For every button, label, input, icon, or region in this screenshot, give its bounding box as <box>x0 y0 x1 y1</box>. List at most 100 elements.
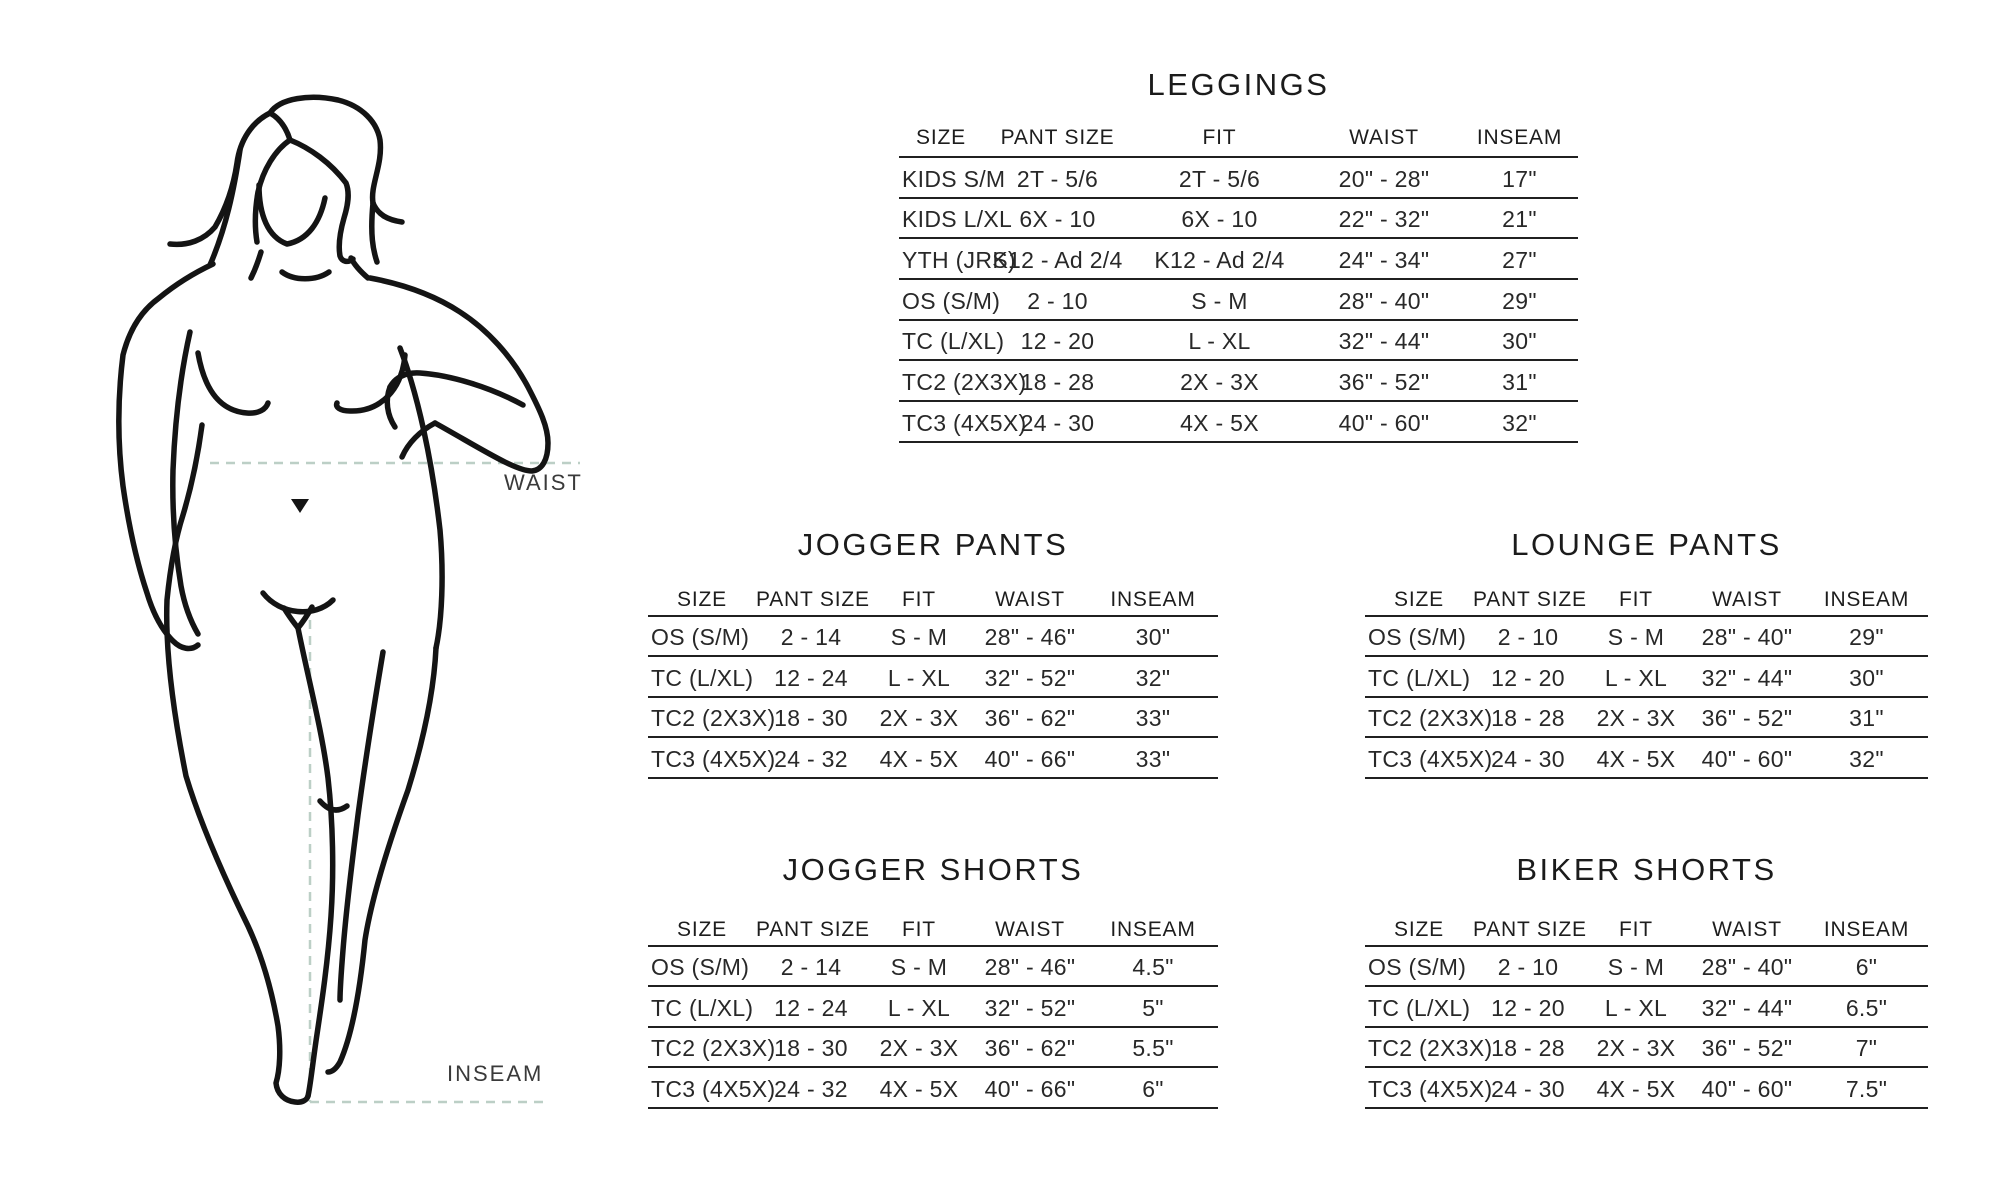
size-cell: OS (S/M) <box>1368 954 1467 981</box>
col-header-fit: FIT <box>902 588 936 611</box>
table-row: TC2 (2X3X) 18 - 28 2X - 3X 36" - 52" 31" <box>1365 698 1928 739</box>
inseam-cell: 30" <box>1849 664 1884 691</box>
jogger-shorts-header-row: SIZE PANT SIZE FIT WAIST INSEAM <box>648 918 1218 947</box>
pant-size-cell: K12 - Ad 2/4 <box>992 247 1123 274</box>
pant-size-cell: 12 - 24 <box>774 664 848 691</box>
inseam-cell: 32" <box>1502 409 1537 436</box>
pant-size-cell: 12 - 20 <box>1020 328 1095 355</box>
size-cell: TC (L/XL) <box>651 664 754 691</box>
waist-cell: 28" - 46" <box>984 624 1076 651</box>
table-row: TC (L/XL) 12 - 24 L - XL 32" - 52" 5" <box>648 987 1218 1028</box>
table-row: TC3 (4X5X) 24 - 30 4X - 5X 40" - 60" 32" <box>1365 738 1928 779</box>
fit-cell: 4X - 5X <box>1596 1075 1676 1102</box>
size-cell: TC (L/XL) <box>902 328 1005 355</box>
jogger-pants-table-title: JOGGER PANTS <box>797 527 1069 562</box>
torso-left-front-leg-path <box>163 422 311 1105</box>
leggings-header-row: SIZE PANT SIZE FIT WAIST INSEAM <box>899 126 1578 158</box>
waist-cell: 32" - 44" <box>1701 664 1793 691</box>
waist-cell: 40" - 66" <box>984 1075 1076 1102</box>
fit-cell: 2X - 3X <box>1180 369 1259 396</box>
table-row: TC2 (2X3X) 18 - 28 2X - 3X 36" - 52" 31" <box>899 361 1578 403</box>
pant-size-cell: 24 - 30 <box>1491 745 1565 772</box>
table-row: TC2 (2X3X) 18 - 30 2X - 3X 36" - 62" 33" <box>648 698 1218 739</box>
navel-icon <box>291 499 309 513</box>
torso-right-hip-path <box>397 345 445 651</box>
neck-right-path <box>348 255 371 281</box>
fit-cell: S - M <box>890 954 948 981</box>
measurement-guides <box>210 461 580 1104</box>
inseam-cell: 31" <box>1849 705 1884 732</box>
table-row: OS (S/M) 2 - 14 S - M 28" - 46" 4.5" <box>648 947 1218 988</box>
size-cell: TC2 (2X3X) <box>1368 1035 1493 1062</box>
inseam-cell: 6" <box>1142 1075 1164 1102</box>
inseam-cell: 33" <box>1135 745 1171 772</box>
lounge-pants-header-row: SIZE PANT SIZE FIT WAIST INSEAM <box>1365 588 1928 617</box>
pant-size-cell: 24 - 32 <box>774 1075 848 1102</box>
inseam-cell: 27" <box>1502 247 1537 274</box>
col-header-pant-size: PANT SIZE <box>1473 588 1587 611</box>
pant-size-cell: 6X - 10 <box>1019 206 1096 233</box>
fit-cell: 4X - 5X <box>1180 409 1259 436</box>
hair-fringe-right-path <box>287 137 356 265</box>
waist-cell: 32" - 52" <box>984 664 1076 691</box>
inseam-cell: 4.5" <box>1132 954 1174 981</box>
jogger-shorts-table-title: JOGGER SHORTS <box>782 852 1084 887</box>
fit-cell: 6X - 10 <box>1181 206 1258 233</box>
knee-curve-path <box>317 798 350 813</box>
col-header-inseam: INSEAM <box>1823 588 1910 611</box>
jogger-pants-header-row: SIZE PANT SIZE FIT WAIST INSEAM <box>648 588 1218 617</box>
col-header-pant-size: PANT SIZE <box>1000 126 1115 149</box>
collarbone-path <box>279 269 332 282</box>
inseam-cell: 29" <box>1502 287 1537 314</box>
waist-cell: 20" - 28" <box>1338 165 1430 192</box>
col-header-fit: FIT <box>1202 126 1237 149</box>
pant-size-cell: 2 - 10 <box>1497 954 1559 981</box>
col-header-waist: WAIST <box>1712 588 1782 611</box>
waist-measure-label: WAIST <box>504 470 583 495</box>
pant-size-cell: 18 - 30 <box>774 1035 848 1062</box>
inseam-measure-label: INSEAM <box>447 1061 544 1086</box>
fit-cell: 4X - 5X <box>879 745 959 772</box>
col-header-inseam: INSEAM <box>1110 918 1196 941</box>
col-header-inseam: INSEAM <box>1823 918 1910 941</box>
inseam-cell: 31" <box>1502 369 1537 396</box>
col-header-pant-size: PANT SIZE <box>756 588 870 611</box>
inseam-cell: 29" <box>1849 624 1884 651</box>
back-leg-outer-path <box>325 645 439 1075</box>
table-row: TC3 (4X5X) 24 - 30 4X - 5X 40" - 60" 32" <box>899 402 1578 443</box>
size-cell: TC (L/XL) <box>1368 664 1471 691</box>
fit-cell: 2X - 3X <box>1596 705 1676 732</box>
size-cell: OS (S/M) <box>651 954 750 981</box>
right-hand-fingers-path <box>384 384 398 430</box>
col-header-waist: WAIST <box>1712 918 1782 941</box>
waist-cell: 40" - 60" <box>1701 1075 1793 1102</box>
waist-cell: 36" - 52" <box>1701 705 1793 732</box>
size-cell: TC3 (4X5X) <box>1368 745 1493 772</box>
hair-right-flick-path <box>370 200 405 225</box>
table-row: OS (S/M) 2 - 14 S - M 28" - 46" 30" <box>648 617 1218 658</box>
col-header-pant-size: PANT SIZE <box>756 918 870 941</box>
pant-size-cell: 18 - 28 <box>1020 369 1095 396</box>
inseam-cell: 30" <box>1135 624 1171 651</box>
waist-cell: 28" - 40" <box>1338 287 1430 314</box>
right-hand-edge-path <box>399 420 438 460</box>
size-cell: TC (L/XL) <box>1368 994 1471 1021</box>
col-header-size: SIZE <box>677 588 727 611</box>
body-measurement-figure <box>80 75 590 1135</box>
fit-cell: L - XL <box>1188 328 1251 355</box>
pant-size-cell: 2T - 5/6 <box>1016 165 1099 192</box>
size-cell: OS (S/M) <box>651 624 750 651</box>
left-shoulder-arm-path <box>116 261 216 652</box>
biker-shorts-table-title: BIKER SHORTS <box>1516 852 1777 887</box>
table-row: TC (L/XL) 12 - 20 L - XL 32" - 44" 6.5" <box>1365 987 1928 1028</box>
inseam-cell: 7" <box>1855 1035 1878 1062</box>
pant-size-cell: 12 - 20 <box>1491 994 1565 1021</box>
pant-size-cell: 2 - 14 <box>780 954 842 981</box>
inseam-cell: 32" <box>1135 664 1171 691</box>
fit-cell: L - XL <box>887 994 951 1021</box>
inseam-cell: 33" <box>1135 705 1171 732</box>
size-cell: TC3 (4X5X) <box>651 1075 776 1102</box>
table-row: TC (L/XL) 12 - 20 L - XL 32" - 44" 30" <box>1365 657 1928 698</box>
waist-cell: 32" - 52" <box>984 994 1076 1021</box>
col-header-fit: FIT <box>1619 918 1653 941</box>
